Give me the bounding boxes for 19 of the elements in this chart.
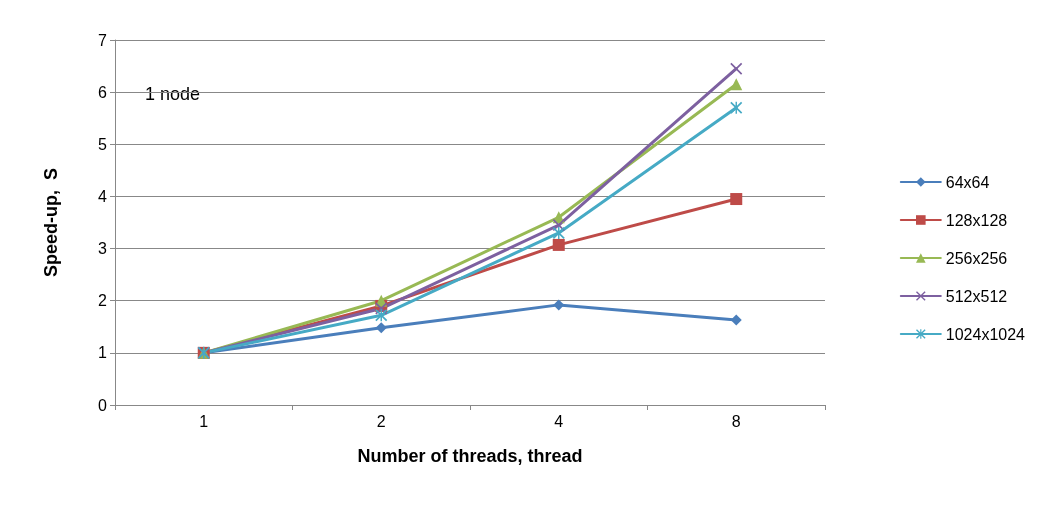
x-tick-label: 2: [376, 412, 386, 430]
y-tick-label: 6: [98, 83, 108, 101]
y-tick-label: 4: [98, 187, 108, 205]
x-axis-title: Number of threads, thread: [357, 446, 583, 466]
y-tick-label: 1: [98, 344, 108, 362]
y-tick-label: 2: [98, 292, 108, 310]
legend-label: 64x64: [945, 173, 990, 191]
y-tick-label: 0: [98, 396, 108, 414]
y-axis-title: Speed-up, S: [41, 167, 61, 278]
x-tick-label: 8: [731, 412, 741, 430]
legend-label: 256x256: [945, 249, 1008, 267]
x-tick-label: 4: [554, 412, 564, 430]
y-tick-label: 3: [98, 240, 108, 258]
x-tick-label: 1: [199, 412, 209, 430]
y-tick-label: 7: [98, 31, 108, 49]
legend-label: 512x512: [945, 287, 1008, 305]
legend-label: 1024x1024: [945, 325, 1026, 343]
legend-label: 128x128: [945, 211, 1008, 229]
y-tick-label: 5: [98, 135, 108, 153]
